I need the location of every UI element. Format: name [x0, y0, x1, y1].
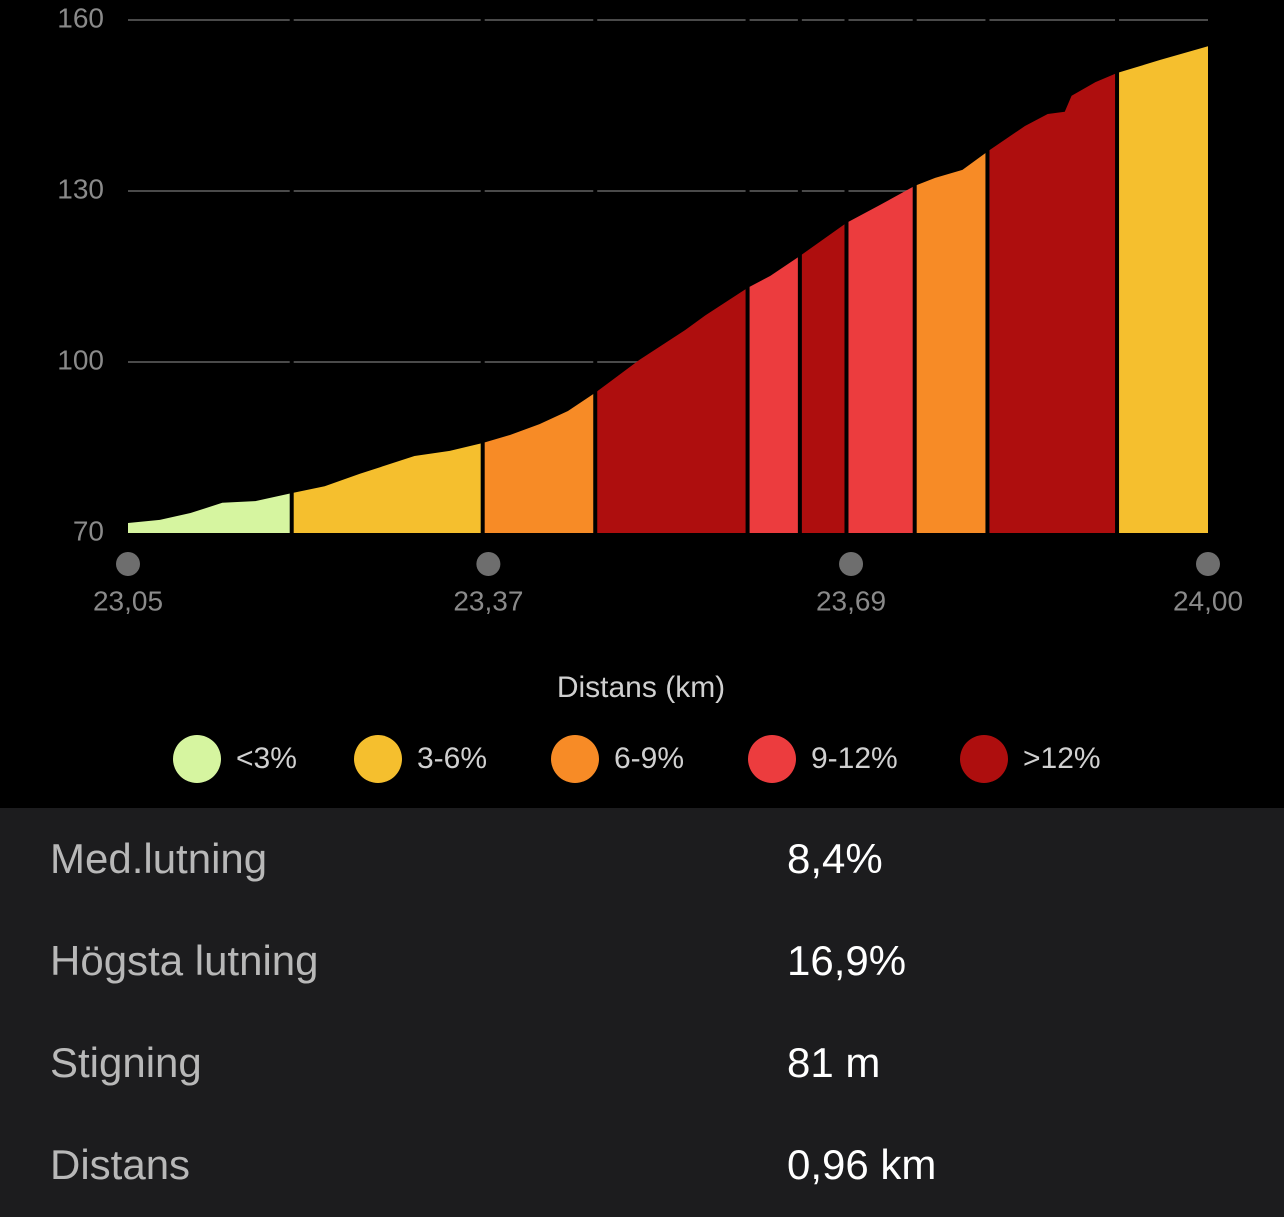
x-tick-label: 23,37: [453, 585, 523, 616]
gradient-segment: [846, 185, 915, 533]
gradient-segment: [1117, 46, 1208, 533]
x-tick-dot: [116, 552, 140, 576]
stat-value: 0,96 km: [787, 1141, 936, 1188]
stat-value: 16,9%: [787, 937, 906, 984]
gradient-segment: [482, 392, 596, 533]
stat-label: Med.lutning: [50, 835, 267, 882]
x-tick-label: 23,05: [93, 585, 163, 616]
gradient-segment: [595, 287, 748, 533]
legend-label: 9-12%: [811, 742, 898, 775]
legend-swatch: [960, 735, 1008, 783]
stat-label: Högsta lutning: [50, 937, 319, 984]
legend-swatch: [173, 735, 221, 783]
stat-value: 81 m: [787, 1039, 880, 1086]
x-tick-dot: [839, 552, 864, 576]
legend-label: <3%: [236, 742, 297, 775]
stat-label: Stigning: [50, 1039, 202, 1086]
gradient-segment: [914, 151, 988, 533]
y-tick-label: 70: [73, 515, 104, 546]
stat-label: Distans: [50, 1141, 190, 1188]
gradient-segment: [747, 255, 800, 534]
legend-label: >12%: [1023, 742, 1101, 775]
legend-swatch: [354, 735, 402, 783]
gradient-segment: [128, 493, 292, 533]
gradient-segment: [799, 222, 847, 534]
y-tick-label: 130: [57, 173, 104, 204]
stat-value: 8,4%: [787, 835, 883, 882]
x-tick-dot: [476, 552, 501, 576]
legend-label: 6-9%: [614, 742, 684, 775]
legend-swatch: [551, 735, 599, 783]
y-tick-label: 100: [57, 344, 104, 375]
legend-label: 3-6%: [417, 742, 487, 775]
stats-background: [0, 808, 1284, 1217]
x-tick-dot: [1196, 552, 1220, 576]
x-axis-title: Distans (km): [557, 671, 725, 704]
gradient-segment: [987, 73, 1118, 533]
y-tick-label: 160: [57, 2, 104, 33]
legend-swatch: [748, 735, 796, 783]
gradient-segment: [291, 442, 483, 533]
x-tick-label: 24,00: [1173, 585, 1243, 616]
x-tick-label: 23,69: [816, 585, 886, 616]
